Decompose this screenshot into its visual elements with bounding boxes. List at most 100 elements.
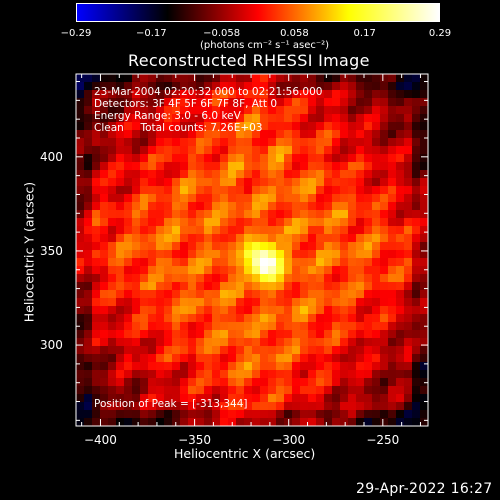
heatmap-cell xyxy=(292,346,301,355)
heatmap-cell xyxy=(340,370,349,379)
heatmap-cell xyxy=(316,242,325,251)
heatmap-cell xyxy=(180,258,189,267)
heatmap-cell xyxy=(404,306,413,315)
heatmap-cell xyxy=(308,186,317,195)
heatmap-cell xyxy=(292,122,301,131)
heatmap-cell xyxy=(204,74,213,83)
heatmap-cell xyxy=(404,394,413,403)
heatmap-cell xyxy=(220,258,229,267)
heatmap-cell xyxy=(380,122,389,131)
heatmap-cell xyxy=(300,98,309,107)
heatmap-cell xyxy=(124,362,133,371)
heatmap-cell xyxy=(252,250,261,259)
heatmap-cell xyxy=(172,346,181,355)
heatmap-cell xyxy=(364,314,373,323)
heatmap-cell xyxy=(308,154,317,163)
heatmap-cell xyxy=(92,290,101,299)
heatmap-cell xyxy=(172,218,181,227)
heatmap-cell xyxy=(100,370,109,379)
heatmap-cell xyxy=(292,162,301,171)
heatmap-cell xyxy=(188,322,197,331)
heatmap-cell xyxy=(388,226,397,235)
heatmap-cell xyxy=(132,122,141,131)
heatmap-cell xyxy=(276,194,285,203)
heatmap-cell xyxy=(356,162,365,171)
heatmap-cell xyxy=(180,130,189,139)
heatmap-cell xyxy=(236,74,245,83)
heatmap-cell xyxy=(260,210,269,219)
heatmap-cell xyxy=(116,298,125,307)
heatmap-cell xyxy=(300,330,309,339)
heatmap-cell xyxy=(92,378,101,387)
heatmap-cell xyxy=(212,234,221,243)
heatmap-cell xyxy=(388,418,397,426)
heatmap-cell xyxy=(260,186,269,195)
heatmap-cell xyxy=(332,346,341,355)
heatmap-cell xyxy=(348,338,357,347)
heatmap-cell xyxy=(196,138,205,147)
heatmap-cell xyxy=(404,386,413,395)
heatmap-cell xyxy=(412,74,421,83)
heatmap-cell xyxy=(100,194,109,203)
heatmap-cell xyxy=(124,370,133,379)
heatmap-cell xyxy=(396,410,405,419)
heatmap-cell xyxy=(108,394,117,403)
heatmap-cell xyxy=(76,122,85,131)
heatmap-cell xyxy=(228,146,237,155)
heatmap-cell xyxy=(364,394,373,403)
heatmap-cell xyxy=(404,410,413,419)
heatmap-cell xyxy=(180,170,189,179)
heatmap-cell xyxy=(148,338,157,347)
x-axis-label: Heliocentric X (arcsec) xyxy=(174,446,316,461)
heatmap-cell xyxy=(372,114,381,123)
heatmap-cell xyxy=(172,242,181,251)
heatmap-cell xyxy=(340,154,349,163)
heatmap-cell xyxy=(268,258,277,267)
heatmap-cell xyxy=(284,114,293,123)
heatmap-cell xyxy=(244,306,253,315)
heatmap-cell xyxy=(212,178,221,187)
heatmap-cell xyxy=(364,250,373,259)
heatmap-cell xyxy=(284,178,293,187)
heatmap-cell xyxy=(92,306,101,315)
heatmap-cell xyxy=(116,162,125,171)
heatmap-cell xyxy=(348,162,357,171)
heatmap-cell xyxy=(220,90,229,99)
heatmap-cell xyxy=(92,90,101,99)
heatmap-cell xyxy=(308,146,317,155)
heatmap-cell xyxy=(196,394,205,403)
heatmap-cell xyxy=(292,210,301,219)
heatmap-cell xyxy=(164,210,173,219)
heatmap-cell xyxy=(412,218,421,227)
heatmap-cell xyxy=(316,218,325,227)
heatmap-cell xyxy=(284,338,293,347)
heatmap-cell xyxy=(236,306,245,315)
heatmap-cell xyxy=(388,82,397,91)
heatmap-cell xyxy=(236,162,245,171)
heatmap-cell xyxy=(108,170,117,179)
heatmap-cell xyxy=(108,306,117,315)
heatmap-cell xyxy=(348,194,357,203)
heatmap-cell xyxy=(364,114,373,123)
heatmap-cell xyxy=(228,274,237,283)
heatmap-cell xyxy=(212,162,221,171)
heatmap-cell xyxy=(396,98,405,107)
heatmap-cell xyxy=(372,234,381,243)
heatmap-cell xyxy=(196,210,205,219)
heatmap-cell xyxy=(220,82,229,91)
heatmap-cell xyxy=(420,258,428,267)
heatmap-cell xyxy=(356,186,365,195)
heatmap-cell xyxy=(276,274,285,283)
heatmap-cell xyxy=(300,322,309,331)
heatmap-cell xyxy=(316,306,325,315)
heatmap-cell xyxy=(148,122,157,131)
heatmap-cell xyxy=(396,114,405,123)
heatmap-cell xyxy=(380,386,389,395)
heatmap-cell xyxy=(188,258,197,267)
heatmap-cell xyxy=(316,90,325,99)
heatmap-cell xyxy=(172,130,181,139)
heatmap-cell xyxy=(324,90,333,99)
heatmap-cell xyxy=(372,410,381,419)
heatmap-cell xyxy=(324,106,333,115)
heatmap-cell xyxy=(332,130,341,139)
